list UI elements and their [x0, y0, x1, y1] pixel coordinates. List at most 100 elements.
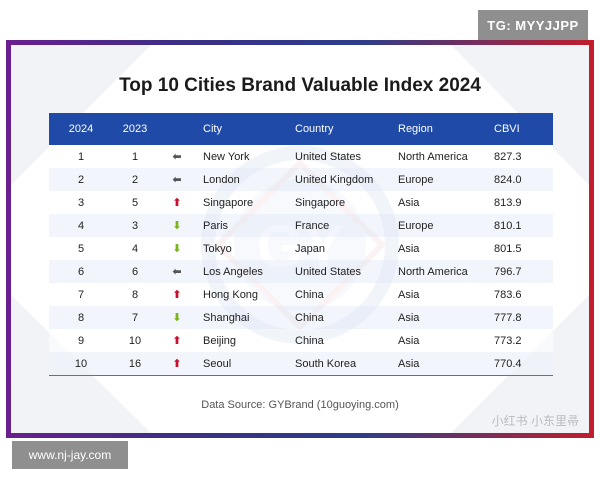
- city-cell: Los Angeles: [203, 265, 263, 278]
- cbvi-cell: 796.7: [494, 265, 522, 278]
- rank-2023-cell: 6: [131, 265, 139, 278]
- region-cell: North America: [398, 150, 468, 163]
- data-source: Data Source: GYBrand (10guoying.com): [201, 399, 399, 411]
- trend-up-icon: ⬆: [172, 357, 182, 370]
- rank-2023-cell: 7: [131, 311, 139, 324]
- table-row: 1 1 ⬅ New York United States North America 827…: [49, 145, 553, 168]
- rank-2024-cell: 7: [77, 288, 85, 301]
- rank-2023-cell: 10: [128, 334, 142, 347]
- region-cell: Asia: [398, 352, 494, 376]
- country-cell: France: [295, 219, 330, 232]
- trend-cell: ⬇: [157, 214, 197, 237]
- col-header-trend: [157, 113, 197, 145]
- trend-same-icon: ⬅: [172, 265, 182, 278]
- table-row: 3 5 ⬆ Singapore Singapore Asia 813.9: [49, 191, 553, 214]
- cbvi-cell: 770.4: [494, 352, 553, 376]
- rank-2023-cell: 16: [113, 352, 157, 376]
- ranking-table: 2024 2023 City Country Region CBVI 1 1 ⬅ Ne…: [49, 113, 553, 376]
- city-cell: Shanghai: [203, 311, 250, 324]
- corner-shape-top-left: [11, 45, 151, 185]
- table-row: 10 16 ⬆ Seoul South Korea Asia 770.4: [49, 352, 553, 376]
- city-cell: London: [203, 173, 240, 186]
- country-cell: United States: [295, 150, 362, 163]
- rank-2024-cell: 9: [77, 334, 85, 347]
- rank-2023-cell: 3: [131, 219, 139, 232]
- trend-down-icon: ⬇: [172, 242, 182, 255]
- trend-down-icon: ⬇: [172, 311, 182, 324]
- cbvi-cell: 813.9: [494, 196, 522, 209]
- trend-cell: ⬇: [157, 306, 197, 329]
- rank-2023-cell: 5: [131, 196, 139, 209]
- region-cell: North America: [398, 265, 468, 278]
- rank-2024-cell: 3: [77, 196, 85, 209]
- trend-cell: ⬆: [157, 352, 197, 376]
- trend-up-icon: ⬆: [172, 288, 182, 301]
- table-row: 4 3 ⬇ Paris France Europe 810.1: [49, 214, 553, 237]
- rank-2024-cell: 2: [77, 173, 85, 186]
- col-header-region: Region: [398, 123, 433, 135]
- watermark: 小红书 小东里帚: [491, 414, 579, 428]
- country-cell: China: [295, 334, 324, 347]
- table-row: 9 10 ⬆ Beijing China Asia 773.2: [49, 329, 553, 352]
- trend-down-icon: ⬇: [172, 219, 182, 232]
- infographic-frame: GY Top 10 Cities Brand Valuable Index 20…: [6, 40, 594, 438]
- cbvi-cell: 773.2: [494, 334, 522, 347]
- city-cell: Tokyo: [203, 242, 232, 255]
- cbvi-cell: 810.1: [494, 219, 522, 232]
- country-cell: Japan: [295, 242, 325, 255]
- region-cell: Asia: [398, 242, 420, 255]
- city-cell: Seoul: [197, 352, 295, 376]
- table-body: 1 1 ⬅ New York United States North America 827…: [49, 145, 553, 376]
- cbvi-cell: 783.6: [494, 288, 522, 301]
- city-cell: Beijing: [203, 334, 237, 347]
- trend-up-icon: ⬆: [172, 334, 182, 347]
- region-cell: Europe: [398, 219, 434, 232]
- col-header-cbvi: CBVI: [494, 123, 520, 135]
- chart-title: Top 10 Cities Brand Valuable Index 2024: [119, 75, 481, 96]
- trend-cell: ⬆: [157, 283, 197, 306]
- rank-2024-cell: 1: [77, 150, 85, 163]
- trend-cell: ⬆: [157, 329, 197, 352]
- tg-badge: TG: MYYJJPP: [478, 10, 588, 40]
- table-header-row: 2024 2023 City Country Region CBVI: [49, 113, 553, 145]
- rank-2024-cell: 4: [77, 219, 85, 232]
- col-header-country: Country: [295, 123, 334, 135]
- rank-2024-cell: 6: [77, 265, 85, 278]
- col-header-city: City: [203, 123, 222, 135]
- rank-2024-cell: 10: [49, 352, 113, 376]
- table-row: 8 7 ⬇ Shanghai China Asia 777.8: [49, 306, 553, 329]
- rank-2023-cell: 4: [131, 242, 139, 255]
- region-cell: Asia: [398, 196, 420, 209]
- trend-same-icon: ⬅: [172, 173, 182, 186]
- trend-cell: ⬅: [157, 168, 197, 191]
- seal-logo: GY: [201, 146, 399, 344]
- cbvi-cell: 801.5: [494, 242, 522, 255]
- country-cell: South Korea: [295, 352, 398, 376]
- table-row: 6 6 ⬅ Los Angeles United States North America…: [49, 260, 553, 283]
- corner-shape-top-right: [451, 45, 589, 185]
- city-cell: New York: [203, 150, 250, 163]
- rank-2023-cell: 8: [131, 288, 139, 301]
- rank-2023-cell: 1: [131, 150, 139, 163]
- country-cell: Singapore: [295, 196, 346, 209]
- region-cell: Asia: [398, 311, 420, 324]
- col-header-2024: 2024: [68, 123, 94, 135]
- cbvi-cell: 777.8: [494, 311, 522, 324]
- country-cell: United States: [295, 265, 362, 278]
- region-cell: Asia: [398, 288, 420, 301]
- url-badge: www.nj-jay.com: [12, 441, 128, 469]
- trend-cell: ⬆: [157, 191, 197, 214]
- col-header-2023: 2023: [122, 123, 148, 135]
- table-row: 7 8 ⬆ Hong Kong China Asia 783.6: [49, 283, 553, 306]
- table-row: 5 4 ⬇ Tokyo Japan Asia 801.5: [49, 237, 553, 260]
- trend-same-icon: ⬅: [172, 150, 182, 163]
- infographic-card: GY Top 10 Cities Brand Valuable Index 20…: [11, 45, 589, 433]
- country-cell: China: [295, 288, 324, 301]
- trend-cell: ⬅: [157, 145, 197, 168]
- cbvi-cell: 824.0: [494, 173, 522, 186]
- trend-cell: ⬅: [157, 260, 197, 283]
- trend-up-icon: ⬆: [172, 196, 182, 209]
- rank-2024-cell: 8: [77, 311, 85, 324]
- cbvi-cell: 827.3: [494, 150, 522, 163]
- region-cell: Europe: [398, 173, 434, 186]
